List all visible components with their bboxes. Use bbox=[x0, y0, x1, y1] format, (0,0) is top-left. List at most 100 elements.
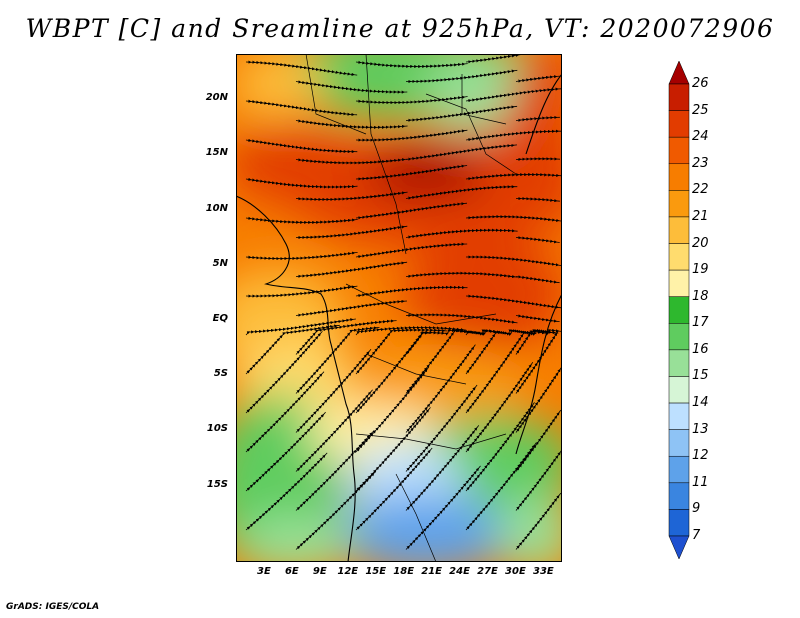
streamline bbox=[295, 261, 408, 278]
streamline bbox=[355, 164, 468, 181]
streamline bbox=[405, 105, 518, 122]
streamline bbox=[355, 242, 468, 259]
colorbar-swatch bbox=[668, 349, 690, 377]
colorbar-label: 17 bbox=[692, 315, 709, 331]
streamline bbox=[295, 191, 408, 202]
streamline bbox=[295, 158, 408, 165]
streamline bbox=[295, 299, 408, 317]
streamline bbox=[515, 157, 561, 161]
streamline bbox=[405, 143, 518, 161]
colorbar-label: 13 bbox=[692, 421, 709, 437]
colorbar-swatch bbox=[668, 269, 690, 297]
lon-tick-label: 15E bbox=[365, 566, 387, 577]
colorbar-label: 20 bbox=[692, 235, 709, 251]
lat-tick-label: 10N bbox=[205, 202, 228, 214]
colorbar-swatch bbox=[668, 296, 690, 324]
colorbar-swatch bbox=[668, 323, 690, 351]
streamline bbox=[515, 196, 560, 203]
streamline bbox=[355, 95, 468, 105]
colorbar-label: 19 bbox=[692, 262, 709, 278]
streamline bbox=[515, 236, 560, 244]
map-canvas bbox=[236, 54, 562, 562]
streamline bbox=[355, 202, 468, 220]
colorbar-label: 21 bbox=[692, 208, 709, 224]
colorbar-top-triangle bbox=[668, 60, 690, 85]
grads-credit: GrADS: IGES/COLA bbox=[6, 602, 100, 612]
colorbar-swatch bbox=[668, 509, 690, 537]
streamline bbox=[355, 129, 468, 142]
streamline bbox=[245, 216, 358, 225]
streamline bbox=[245, 177, 358, 189]
colorbar-swatch bbox=[668, 110, 690, 138]
lat-tick-label: 5N bbox=[212, 257, 228, 269]
streamline bbox=[465, 215, 562, 222]
colorbar-label: 25 bbox=[692, 102, 709, 118]
streamline bbox=[355, 285, 468, 298]
streamline bbox=[405, 313, 518, 324]
colorbar-swatch bbox=[668, 429, 690, 457]
colorbar bbox=[668, 60, 690, 560]
lat-tick-label: 5S bbox=[213, 368, 228, 380]
lon-tick-label: 18E bbox=[393, 566, 415, 577]
streamline bbox=[295, 80, 408, 94]
map-title: WBPT [C] and Sreamline at 925hPa, VT: 20… bbox=[25, 14, 775, 43]
lat-tick-label: 15N bbox=[205, 147, 228, 159]
streamlines bbox=[245, 54, 562, 550]
lon-tick-label: 21E bbox=[421, 566, 442, 577]
colorbar-swatch bbox=[668, 83, 690, 111]
streamline bbox=[405, 228, 518, 239]
colorbar-label: 26 bbox=[692, 76, 709, 91]
streamline bbox=[515, 275, 560, 284]
map-panel bbox=[236, 54, 562, 562]
streamline bbox=[295, 470, 377, 550]
streamline bbox=[465, 87, 562, 103]
colorbar-label: 7 bbox=[692, 528, 701, 543]
streamline bbox=[245, 251, 358, 261]
streamline bbox=[465, 294, 562, 309]
colorbar-swatch bbox=[668, 402, 690, 430]
streamline bbox=[245, 99, 358, 117]
streamline bbox=[245, 285, 358, 298]
streamline bbox=[355, 60, 468, 69]
colorbar-label: 12 bbox=[692, 448, 709, 464]
streamline bbox=[245, 452, 328, 531]
lon-tick-label: 33E bbox=[532, 566, 554, 577]
streamline bbox=[466, 255, 562, 267]
colorbar-label: 14 bbox=[692, 395, 709, 411]
lon-tick-label: 12E bbox=[337, 566, 359, 577]
streamline bbox=[515, 115, 560, 122]
colorbar-swatch bbox=[668, 136, 690, 165]
lon-tick-label: 3E bbox=[257, 566, 271, 577]
streamline bbox=[465, 54, 522, 64]
streamline bbox=[405, 185, 518, 200]
lat-tick-label: 20N bbox=[205, 92, 228, 104]
streamline bbox=[465, 129, 562, 142]
streamline bbox=[515, 75, 560, 83]
streamline bbox=[245, 138, 358, 154]
colorbar-bottom-triangle bbox=[668, 535, 690, 560]
lat-tick-label: 15S bbox=[206, 478, 228, 490]
colorbar-swatch bbox=[668, 243, 690, 271]
streamline bbox=[515, 492, 562, 550]
streamline bbox=[405, 271, 518, 279]
colorbar-label: 18 bbox=[692, 288, 709, 304]
streamline bbox=[406, 69, 518, 84]
colorbar-label: 16 bbox=[692, 341, 709, 357]
colorbar-swatch bbox=[668, 482, 690, 510]
colorbar-label: 11 bbox=[692, 474, 709, 490]
lat-tick-label: EQ bbox=[212, 313, 228, 325]
streamline bbox=[515, 314, 560, 323]
colorbar-swatch bbox=[668, 190, 690, 218]
streamline bbox=[465, 172, 562, 181]
streamline bbox=[245, 60, 358, 76]
colorbar-label: 24 bbox=[692, 129, 709, 145]
map-border bbox=[236, 54, 562, 562]
streamline bbox=[295, 119, 408, 129]
lon-tick-label: 24E bbox=[449, 566, 470, 577]
colorbar-label: 15 bbox=[692, 368, 709, 384]
colorbar-label: 23 bbox=[692, 155, 709, 171]
colorbar-swatch bbox=[668, 216, 690, 244]
lon-tick-label: 6E bbox=[284, 566, 299, 577]
lon-tick-label: 9E bbox=[312, 566, 327, 577]
lon-tick-label: 27E bbox=[477, 566, 498, 577]
